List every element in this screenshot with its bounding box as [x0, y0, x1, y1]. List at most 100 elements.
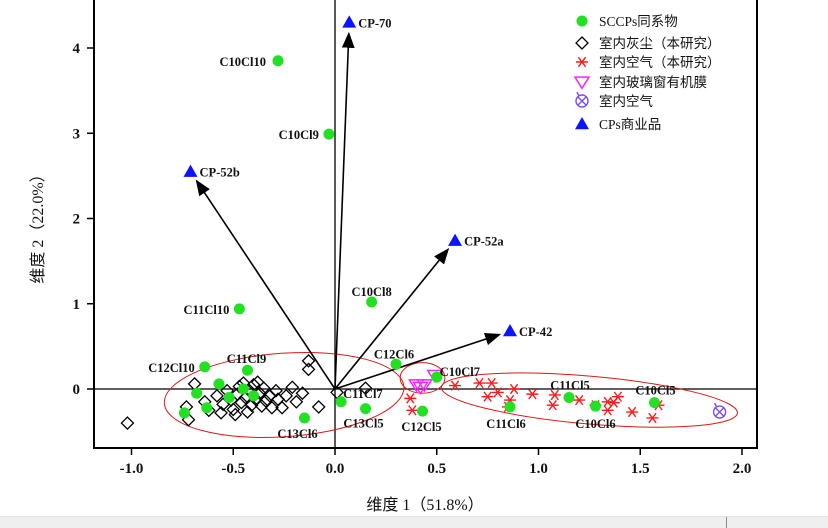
circle-x-part: [712, 405, 727, 419]
x-tick-label: -1.0: [120, 461, 144, 477]
indoor-dust-point: [250, 375, 265, 390]
x-tick-label: 0.0: [326, 461, 345, 477]
legend-entry-label: SCCPs同系物: [599, 14, 678, 29]
indoor-dust-point: [214, 405, 228, 420]
sccp-homologue-point: [223, 392, 235, 404]
x-tick-label: 1.5: [631, 461, 650, 477]
sccp-homologue-point: [199, 361, 211, 373]
sccp-homologue-point: [366, 296, 378, 308]
indoor-air-point: [611, 391, 624, 402]
sccp-label: C13Cl5: [343, 417, 383, 431]
indoor-air-point: [406, 405, 419, 416]
indoor-dust-point: [254, 399, 269, 413]
sccp-label: C11Cl9: [227, 352, 267, 366]
indoor-dust-point: [311, 399, 326, 414]
window-film-point: [408, 379, 425, 393]
y-axis-label: 维度 2（22.0%）: [29, 166, 47, 283]
indoor-air-point: [508, 383, 521, 395]
indoor-dust-point: [285, 380, 300, 395]
loading-arrow-cp-42: [334, 332, 502, 390]
indoor-dust-point: [301, 353, 316, 368]
window-film-point: [416, 379, 433, 393]
indoor-air-point: [481, 391, 494, 402]
circle-x-part: [713, 402, 725, 417]
indoor-dust-point: [234, 395, 249, 410]
cp-product-point: [448, 233, 463, 246]
sccp-homologue-point: [241, 364, 253, 376]
cp-label: CP-52b: [200, 166, 240, 180]
legend-entry-label: 室内玻璃窗有机膜: [599, 74, 707, 90]
sccp-label: C10Cl9: [279, 128, 319, 142]
indoor-dust-point: [269, 383, 283, 398]
sccp-homologue-point: [323, 128, 335, 140]
indoor-air-point: [546, 399, 559, 411]
indoor-dust-point: [295, 386, 310, 401]
sccp-homologue-point: [431, 371, 443, 383]
status-bar: [0, 516, 828, 528]
indoor-dust-point: [301, 362, 316, 377]
sccp-homologue-point: [563, 392, 575, 404]
window-film-point: [412, 381, 429, 396]
cp-product-point: [503, 324, 518, 337]
indoor-air-point: [573, 394, 586, 406]
sccp-label: C10Cl8: [351, 285, 391, 299]
loading-arrow-cp-52b: [195, 179, 336, 390]
sccp-label: C11Cl10: [184, 303, 230, 317]
ellipse-indoor-air: [440, 372, 738, 428]
legend-marker-triangle-down: [573, 76, 591, 90]
sccp-homologue-point: [298, 412, 310, 424]
sccp-label: C12Cl6: [374, 347, 414, 361]
indoor-dust-point: [226, 402, 241, 417]
indoor-air-point: [526, 388, 539, 400]
indoor-air-point: [485, 377, 498, 389]
indoor-air-point: [601, 405, 614, 416]
legend-entry-label: 室内灰尘（本研究）: [599, 35, 721, 51]
indoor-dust-point: [228, 407, 243, 422]
legend-entry-label: 室内空气: [599, 93, 653, 109]
sccp-label: C10Cl6: [575, 417, 615, 431]
indoor-dust-point: [279, 388, 294, 403]
sccp-label: C10Cl10: [219, 55, 266, 69]
y-tick-label: 1: [73, 297, 81, 313]
indoor-air-point: [449, 380, 462, 391]
y-tick-label: 0: [73, 382, 81, 398]
plot-frame: [93, 0, 758, 449]
ellipse-window-film: [399, 362, 446, 394]
cp-label: CP-70: [358, 16, 391, 30]
sccp-homologue-point: [417, 405, 429, 417]
cp-label: CP-52a: [464, 235, 504, 249]
sccp-homologue-point: [589, 400, 601, 412]
loading-arrow-cp-52a: [334, 247, 450, 390]
indoor-air-literature-point: [712, 402, 727, 419]
sccp-label: C11Cl7: [343, 387, 383, 401]
circle-x-part: [576, 91, 587, 106]
sccp-label: C12Cl10: [148, 361, 195, 375]
sccp-homologue-point: [335, 396, 347, 408]
y-tick-label: 3: [73, 126, 81, 142]
sccp-homologue-point: [360, 403, 372, 415]
cp-product-point: [342, 15, 357, 28]
sccp-homologue-point: [191, 387, 203, 399]
sccp-homologue-point: [648, 397, 660, 409]
indoor-dust-point: [264, 400, 279, 415]
cp-product-point: [183, 164, 198, 177]
x-tick-label: 2.0: [733, 461, 752, 477]
indoor-dust-point: [289, 394, 304, 409]
sccp-homologue-point: [390, 358, 402, 370]
x-tick-label: 0.5: [427, 461, 446, 477]
sccp-label: C12Cl5: [401, 420, 441, 434]
indoor-dust-point: [187, 376, 202, 391]
sccp-label: C13Cl6: [277, 427, 317, 441]
legend-marker-circle-x: [575, 91, 589, 108]
indoor-air-point: [491, 387, 504, 398]
indoor-air-point: [404, 393, 417, 404]
cp-label: CP-42: [519, 325, 552, 339]
sccp-label: C11Cl6: [486, 417, 526, 431]
indoor-air-point: [646, 412, 659, 424]
sccp-homologue-point: [272, 55, 284, 67]
y-tick-label: 4: [73, 41, 81, 57]
indoor-dust-point: [240, 405, 255, 419]
sccp-label: C10Cl5: [635, 384, 675, 398]
legend-entry-label: CPs商业品: [599, 117, 661, 132]
